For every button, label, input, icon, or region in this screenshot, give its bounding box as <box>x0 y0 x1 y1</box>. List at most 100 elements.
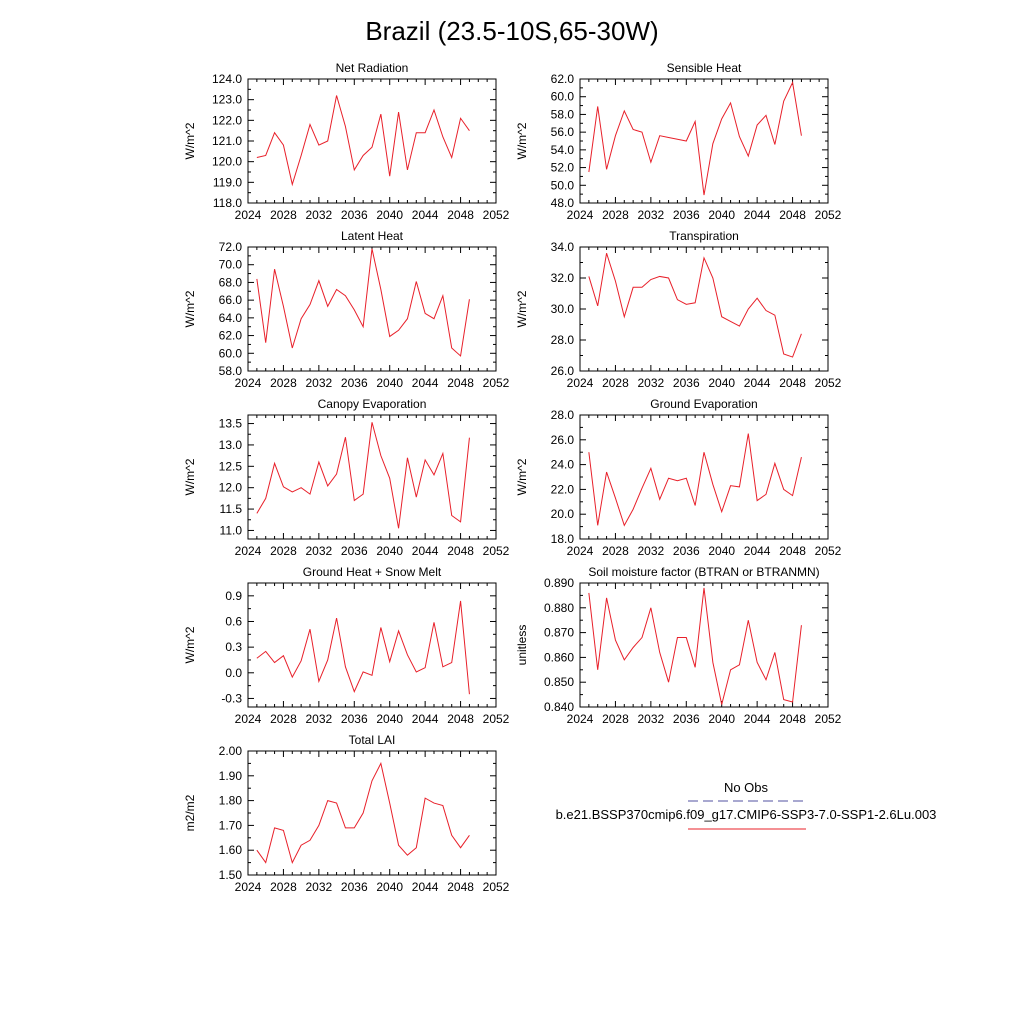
y-tick-label: 11.0 <box>220 523 243 537</box>
series-line <box>588 253 802 358</box>
x-tick-label: 2044 <box>412 376 439 390</box>
x-tick-label: 2040 <box>376 376 403 390</box>
legend: No Obs b.e21.BSSP370cmip6.f09_g17.CMIP6-… <box>556 780 937 830</box>
x-tick-label: 2032 <box>638 712 665 726</box>
y-tick-label: 20.0 <box>551 507 575 521</box>
x-tick-label: 2036 <box>341 712 368 726</box>
panel-title: Canopy Evaporation <box>318 397 427 411</box>
panel-title: Net Radiation <box>336 61 409 75</box>
y-tick-label: 52.0 <box>551 161 575 175</box>
legend-label-model: b.e21.BSSP370cmip6.f09_g17.CMIP6-SSP3-7.… <box>556 807 937 822</box>
x-tick-label: 2036 <box>673 208 700 222</box>
x-tick-label: 2052 <box>815 376 842 390</box>
x-tick-label: 2044 <box>744 208 771 222</box>
y-tick-label: 1.70 <box>219 818 243 832</box>
y-tick-label: 1.50 <box>219 868 243 882</box>
y-tick-label: 0.860 <box>544 650 574 664</box>
y-tick-label: 123.0 <box>212 93 242 107</box>
y-tick-label: 26.0 <box>551 364 575 378</box>
x-tick-label: 2028 <box>602 376 629 390</box>
y-axis-label: unitless <box>515 625 529 666</box>
series-line <box>256 422 470 529</box>
x-tick-label: 2048 <box>779 376 806 390</box>
x-tick-label: 2028 <box>602 712 629 726</box>
panel-title: Transpiration <box>669 229 739 243</box>
panel-total-lai: Total LAI m2/m2 2024 2028 2032 2036 2040 2044 20… <box>183 733 510 894</box>
y-tick-label: 118.0 <box>213 196 242 210</box>
plot-frame <box>579 78 829 204</box>
y-tick-label: 120.0 <box>212 155 242 169</box>
y-tick-label: 0.850 <box>544 675 574 689</box>
y-tick-label: 62.0 <box>551 72 575 86</box>
y-tick-label: 121.0 <box>212 134 242 148</box>
legend-label-obs: No Obs <box>724 780 769 795</box>
y-tick-label: 0.6 <box>225 614 242 628</box>
y-tick-label: 124.0 <box>212 72 242 86</box>
x-tick-label: 2036 <box>341 544 368 558</box>
y-tick-label: 60.0 <box>551 90 575 104</box>
x-tick-label: 2028 <box>270 376 297 390</box>
plot-frame <box>247 78 497 204</box>
x-tick-label: 2052 <box>815 208 842 222</box>
y-tick-label: 62.0 <box>219 329 243 343</box>
y-tick-label: 18.0 <box>551 532 575 546</box>
x-tick-label: 2036 <box>341 376 368 390</box>
x-tick-label: 2044 <box>412 544 439 558</box>
y-tick-label: 48.0 <box>551 196 575 210</box>
x-tick-label: 2040 <box>376 544 403 558</box>
x-tick-label: 2040 <box>376 880 403 894</box>
y-tick-label: 58.0 <box>551 107 575 121</box>
y-tick-label: 56.0 <box>551 125 575 139</box>
panel-title: Ground Heat + Snow Melt <box>303 565 442 579</box>
y-tick-label: 30.0 <box>551 302 575 316</box>
plot-frame <box>247 582 497 708</box>
x-tick-label: 2052 <box>483 376 510 390</box>
y-tick-label: 1.90 <box>219 769 243 783</box>
y-axis-label: W/m^2 <box>183 626 197 663</box>
y-axis-label: W/m^2 <box>183 290 197 327</box>
y-tick-label: 66.0 <box>219 293 243 307</box>
y-tick-label: 32.0 <box>551 271 575 285</box>
x-tick-label: 2024 <box>567 544 594 558</box>
x-tick-label: 2040 <box>376 712 403 726</box>
x-tick-label: 2044 <box>744 544 771 558</box>
x-tick-label: 2048 <box>447 376 474 390</box>
x-tick-label: 2032 <box>306 880 333 894</box>
x-tick-label: 2028 <box>602 208 629 222</box>
x-tick-label: 2024 <box>235 712 262 726</box>
x-tick-label: 2036 <box>673 544 700 558</box>
x-tick-label: 2028 <box>270 208 297 222</box>
y-tick-label: 0.840 <box>544 700 574 714</box>
y-tick-label: 0.3 <box>225 640 242 654</box>
series-line <box>588 80 802 196</box>
panel-soil-moisture-factor-btran-or-btranmn: Soil moisture factor (BTRAN or BTRANMN) u… <box>515 565 842 726</box>
series-line <box>256 761 470 864</box>
x-tick-label: 2024 <box>235 376 262 390</box>
x-tick-label: 2052 <box>815 544 842 558</box>
y-tick-label: 1.60 <box>219 843 243 857</box>
x-tick-label: 2032 <box>638 544 665 558</box>
panel-ground-evaporation: Ground Evaporation W/m^2 2024 2028 2032 2036 2… <box>515 397 842 558</box>
y-tick-label: 24.0 <box>551 458 575 472</box>
plot-frame <box>247 750 497 876</box>
x-tick-label: 2044 <box>412 712 439 726</box>
y-tick-label: 0.880 <box>544 601 574 615</box>
y-axis-label: W/m^2 <box>183 458 197 495</box>
y-axis-label: W/m^2 <box>515 458 529 495</box>
y-tick-label: 11.5 <box>220 502 243 516</box>
series-line <box>256 248 470 357</box>
y-tick-label: 26.0 <box>551 433 575 447</box>
panel-title: Soil moisture factor (BTRAN or BTRANMN) <box>588 565 819 579</box>
panel-title: Ground Evaporation <box>650 397 757 411</box>
x-tick-label: 2028 <box>270 712 297 726</box>
x-tick-label: 2048 <box>779 712 806 726</box>
x-tick-label: 2052 <box>815 712 842 726</box>
y-tick-label: 72.0 <box>219 240 243 254</box>
panel-title: Total LAI <box>349 733 396 747</box>
series-line <box>588 433 802 527</box>
y-axis-label: m2/m2 <box>183 794 197 831</box>
y-tick-label: 0.9 <box>225 589 242 603</box>
y-tick-label: 0.890 <box>544 576 574 590</box>
x-tick-label: 2040 <box>708 208 735 222</box>
